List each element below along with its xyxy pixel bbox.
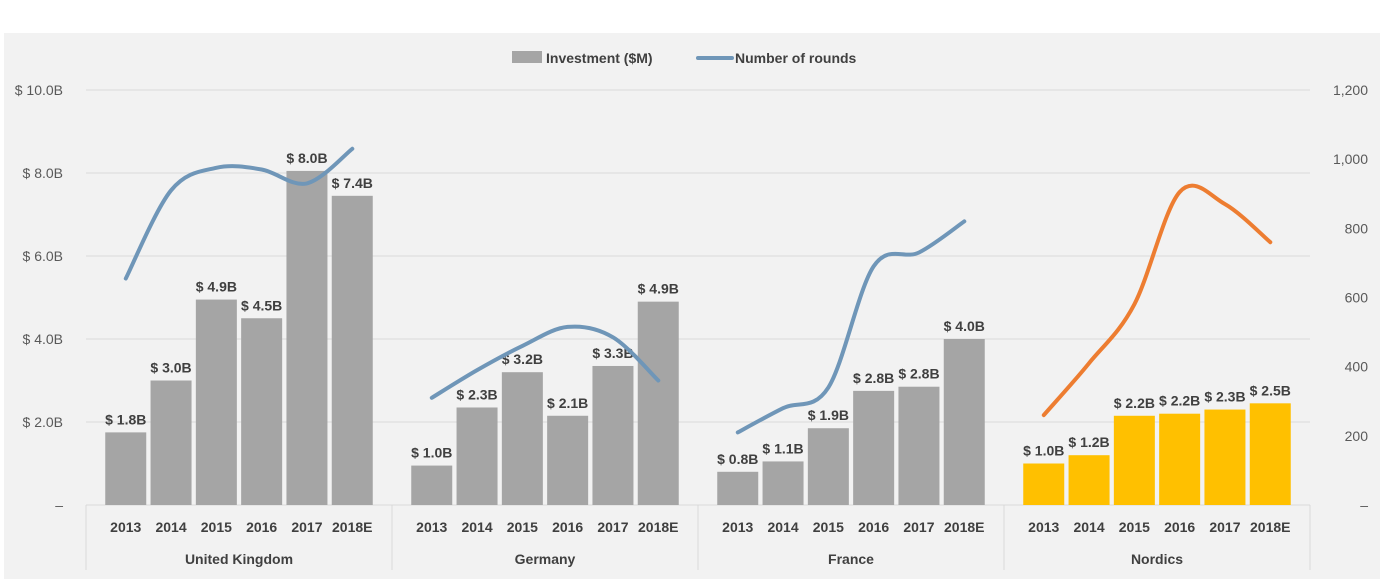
bar-data-label: $ 2.2B: [1159, 393, 1200, 409]
bar: [105, 432, 147, 505]
y-right-tick-label: 600: [1345, 290, 1369, 306]
group-label: United Kingdom: [185, 551, 293, 567]
x-tick-label: 2018E: [944, 519, 984, 535]
bar-data-label: $ 7.4B: [332, 175, 373, 191]
bar: [1159, 413, 1201, 505]
bar: [411, 465, 453, 505]
legend-swatch-investment: [512, 51, 542, 63]
legend-label-investment: Investment ($M): [546, 50, 653, 66]
x-tick-label: 2014: [767, 519, 798, 535]
y-right-tick-label: 200: [1345, 428, 1369, 444]
bar: [241, 318, 283, 505]
bar: [807, 428, 849, 505]
bar: [1113, 415, 1155, 505]
x-tick-label: 2014: [1073, 519, 1104, 535]
group-label: France: [828, 551, 874, 567]
x-tick-label: 2017: [597, 519, 628, 535]
bar-data-label: $ 2.5B: [1250, 382, 1291, 398]
y-left-tick-label: $ 4.0B: [23, 331, 63, 347]
x-tick-label: 2018E: [638, 519, 678, 535]
group-label: Nordics: [1131, 551, 1183, 567]
bar-data-label: $ 1.1B: [762, 440, 803, 456]
x-tick-label: 2017: [1209, 519, 1240, 535]
bar-data-label: $ 3.0B: [150, 360, 191, 376]
x-tick-label: 2015: [1119, 519, 1150, 535]
x-tick-label: 2013: [110, 519, 141, 535]
y-left-tick-label: $ 2.0B: [23, 414, 63, 430]
series-line-rounds: [429, 324, 661, 400]
bar: [637, 301, 679, 505]
series-line-rounds: [123, 146, 355, 281]
bar-data-label: $ 3.2B: [502, 351, 543, 367]
bar-data-label: $ 1.0B: [411, 445, 452, 461]
y-left-tick-label: $ 10.0B: [15, 82, 63, 98]
x-tick-label: 2013: [722, 519, 753, 535]
bar: [547, 415, 589, 505]
y-left-tick-label: $ 8.0B: [23, 165, 63, 181]
bar-data-label: $ 3.3B: [592, 345, 633, 361]
bar: [898, 386, 940, 505]
bar: [1204, 409, 1246, 505]
bar-data-label: $ 4.0B: [944, 318, 985, 334]
x-tick-label: 2015: [507, 519, 538, 535]
x-tick-label: 2015: [201, 519, 232, 535]
bar: [286, 170, 328, 506]
bar: [853, 390, 895, 505]
bar: [943, 339, 985, 505]
bar-data-label: $ 2.8B: [853, 370, 894, 386]
bar: [501, 372, 543, 505]
x-tick-label: 2016: [552, 519, 583, 535]
bar-data-label: $ 1.0B: [1023, 443, 1064, 459]
x-tick-label: 2016: [858, 519, 889, 535]
y-left-tick-label: –: [55, 497, 63, 513]
bar-data-label: $ 1.9B: [808, 407, 849, 423]
bar: [195, 299, 237, 505]
bar: [456, 407, 498, 505]
x-tick-label: 2017: [291, 519, 322, 535]
x-tick-label: 2018E: [1250, 519, 1290, 535]
x-tick-label: 2014: [461, 519, 492, 535]
bar-data-label: $ 4.9B: [638, 281, 679, 297]
bar-data-label: $ 2.2B: [1114, 395, 1155, 411]
bar-data-label: $ 1.8B: [105, 411, 146, 427]
bar-data-label: $ 4.5B: [241, 297, 282, 313]
bar-data-label: $ 8.0B: [286, 150, 327, 166]
bar: [717, 471, 759, 505]
y-right-tick-label: –: [1360, 497, 1368, 513]
bar-data-label: $ 2.8B: [898, 366, 939, 382]
x-tick-label: 2017: [903, 519, 934, 535]
bar: [1023, 463, 1065, 505]
x-tick-label: 2013: [416, 519, 447, 535]
bar: [762, 461, 804, 505]
x-tick-label: 2018E: [332, 519, 372, 535]
x-tick-label: 2013: [1028, 519, 1059, 535]
legend-label-rounds: Number of rounds: [735, 50, 857, 66]
bar-data-label: $ 2.1B: [547, 395, 588, 411]
y-left-tick-label: $ 6.0B: [23, 248, 63, 264]
bar: [592, 365, 634, 505]
bar-data-label: $ 1.2B: [1068, 434, 1109, 450]
bar: [1068, 455, 1110, 505]
y-right-tick-label: 1,200: [1333, 82, 1368, 98]
x-tick-label: 2016: [1164, 519, 1195, 535]
y-right-tick-label: 400: [1345, 359, 1369, 375]
bar-data-label: $ 2.3B: [456, 386, 497, 402]
bar-data-label: $ 2.3B: [1204, 389, 1245, 405]
x-tick-label: 2015: [813, 519, 844, 535]
bar: [331, 195, 373, 505]
y-right-tick-label: 1,000: [1333, 151, 1368, 167]
x-tick-label: 2014: [155, 519, 186, 535]
bar-data-label: $ 4.9B: [196, 279, 237, 295]
series-line-rounds: [735, 219, 967, 435]
bar: [1249, 403, 1291, 505]
bar: [150, 380, 192, 505]
bar-data-label: $ 0.8B: [717, 451, 758, 467]
series-line-rounds: [1041, 183, 1273, 418]
x-tick-label: 2016: [246, 519, 277, 535]
group-label: Germany: [515, 551, 576, 567]
y-right-tick-label: 800: [1345, 220, 1369, 236]
